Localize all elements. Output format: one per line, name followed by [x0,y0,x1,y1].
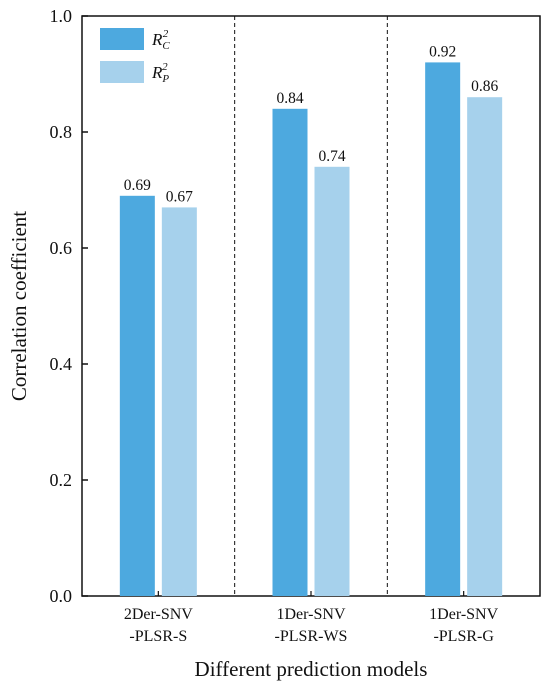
bar-value-label: 0.84 [276,90,303,107]
y-tick-label: 0.6 [50,238,73,258]
x-tick-label: 2Der-SNV [124,606,193,623]
bar [467,97,503,596]
y-tick-label: 0.0 [50,586,73,606]
x-tick-label: 1Der-SNV [429,606,498,623]
bar [272,108,308,597]
y-tick-label: 0.4 [50,354,73,374]
x-axis: 2Der-SNV -PLSR-S 1Der-SNV -PLSR-WS 1Der-SNV -… [124,591,499,645]
legend-swatch [100,28,144,50]
x-tick-label: 1Der-SNV [277,606,346,623]
y-axis-title: Correlation coefficient [7,211,31,401]
y-tick-label: 0.2 [50,470,73,490]
bar-value-label: 0.92 [429,43,456,60]
bar-value-label: 0.86 [471,78,498,95]
bar [425,62,461,596]
y-tick-label: 0.8 [50,122,73,142]
x-axis-title: Different prediction models [195,657,428,681]
bars: 0.69 0.67 0.84 0.74 0.92 0.86 [119,43,503,597]
bar [119,195,155,597]
y-axis: 0.0 0.2 0.4 0.6 0.8 1.0 [50,6,88,606]
bar-value-label: 0.74 [318,148,345,165]
legend-label: RP2 [151,61,169,85]
x-tick-label: -PLSR-S [129,628,187,645]
bar-value-label: 0.67 [166,188,193,205]
bar [161,207,197,596]
legend-swatch [100,61,144,83]
y-tick-label: 1.0 [50,6,73,26]
group-separators [234,16,388,596]
x-tick-label: -PLSR-G [433,628,494,645]
legend-label: RC2 [151,28,170,52]
bar-value-label: 0.69 [124,177,151,194]
x-tick-label: -PLSR-WS [275,628,348,645]
bar [314,166,350,597]
